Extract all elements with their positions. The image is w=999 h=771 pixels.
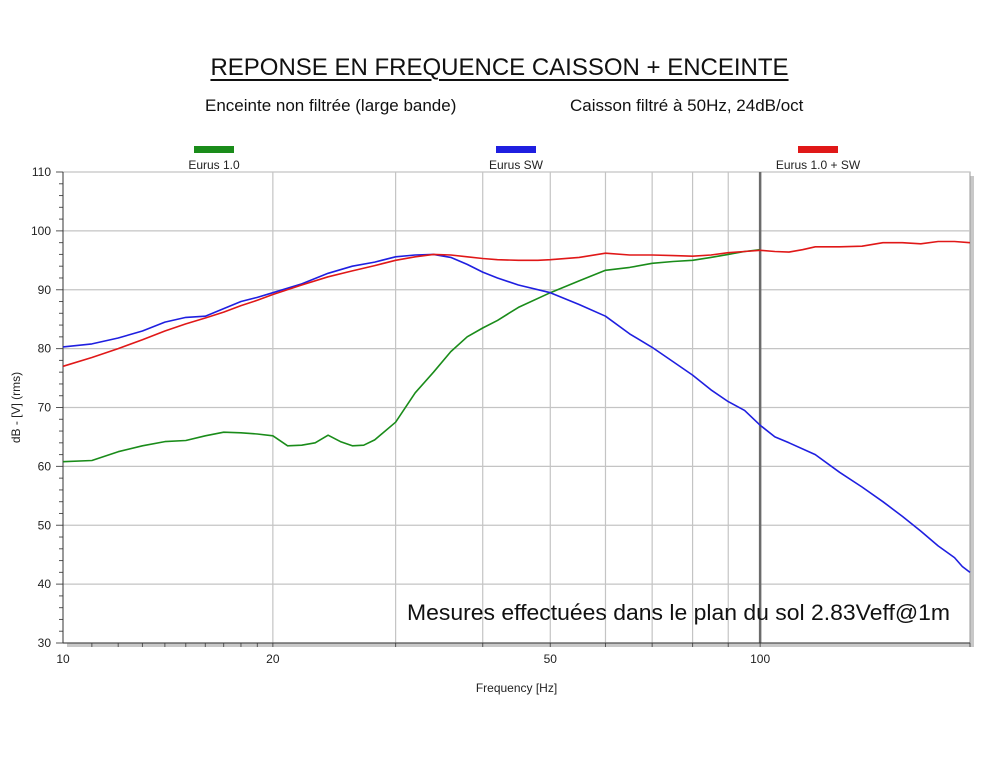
legend-label-3: Eurus 1.0 + SW — [776, 158, 861, 172]
chart-title-wrap: REPONSE EN FREQUENCE CAISSON + ENCEINTE — [0, 54, 999, 82]
chart-subtitle-left: Enceinte non filtrée (large bande) — [205, 96, 457, 115]
measurement-annotation: Mesures effectuées dans le plan du sol 2… — [407, 600, 950, 625]
y-tick-label: 100 — [31, 224, 51, 238]
legend-label-1: Eurus 1.0 — [188, 158, 240, 172]
x-axis-label: Frequency [Hz] — [476, 681, 557, 695]
series-line-2 — [62, 253, 971, 574]
y-tick-label: 60 — [38, 459, 52, 473]
legend-swatch-1 — [194, 146, 234, 153]
y-tick-label: 70 — [38, 401, 52, 415]
chart-title: REPONSE EN FREQUENCE CAISSON + ENCEINTE — [210, 54, 789, 81]
x-tick-label: 10 — [56, 652, 70, 666]
y-axis-label: dB - [V] (rms) — [9, 372, 23, 443]
chart-subtitle-right: Caisson filtré à 50Hz, 24dB/oct — [570, 96, 804, 115]
series-line-3 — [62, 240, 971, 368]
y-tick-label: 30 — [38, 636, 52, 650]
legend-label-2: Eurus SW — [489, 158, 544, 172]
series-line-1 — [62, 248, 761, 463]
y-tick-label: 80 — [38, 342, 52, 356]
y-tick-label: 110 — [32, 165, 51, 179]
legend-swatch-3 — [798, 146, 838, 153]
y-tick-label: 50 — [38, 518, 52, 532]
y-tick-label: 90 — [38, 283, 52, 297]
legend-swatch-2 — [496, 146, 536, 153]
y-tick-label: 40 — [38, 577, 52, 591]
x-tick-label: 50 — [544, 652, 558, 666]
x-tick-label: 20 — [266, 652, 280, 666]
x-tick-label: 100 — [750, 652, 770, 666]
